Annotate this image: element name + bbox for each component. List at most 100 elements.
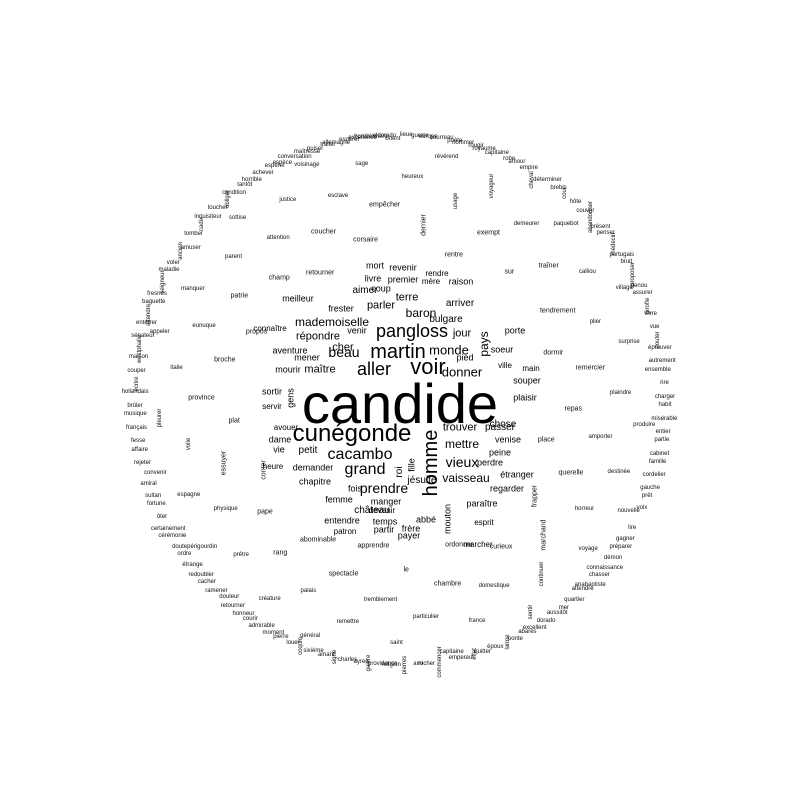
word-bulgare: bulgare (429, 314, 463, 325)
word-minor: heureux (401, 174, 424, 181)
word-cunegonde: cunégonde (292, 420, 412, 447)
word-minor: abominable (299, 536, 337, 544)
word-minor: voix (636, 505, 648, 512)
word-minor: cérémonie (158, 532, 187, 539)
word-minor: excellent (522, 625, 547, 632)
word-minor: attention (266, 235, 290, 241)
word-minor: espèce (272, 159, 293, 166)
word-minor: surprise (618, 338, 640, 345)
word-arriver: arriver (445, 298, 475, 309)
word-minor: sénateur (131, 332, 155, 339)
word-minor: palais (300, 588, 317, 595)
word-passer: passer (484, 422, 516, 433)
word-petit: petit (298, 445, 318, 456)
word-minor: toucher (207, 204, 228, 211)
word-maitre: maître (304, 363, 336, 376)
word-minor: connaissance (586, 565, 624, 572)
word-aller: aller (356, 359, 392, 379)
word-minor: lire (628, 524, 637, 531)
word-minor: nommer (452, 139, 475, 146)
word-minor: prêtre (233, 552, 250, 559)
word-beau: beau (328, 344, 360, 360)
word-plaisir: plaisir (513, 392, 537, 403)
word-minor: remettre (336, 619, 359, 625)
word-minor: ponte (507, 635, 523, 642)
word-mademoiselle: mademoiselle (294, 315, 370, 329)
word-minor: rentre (444, 251, 464, 258)
word-repondre: répondre (295, 330, 341, 343)
word-minor: frapper (531, 484, 539, 507)
word-minor: hôte (569, 198, 582, 205)
word-minor: broche (214, 356, 236, 364)
word-prendre: prendre (359, 480, 409, 496)
word-minor: penser (596, 230, 615, 237)
word-minor: voyageur (488, 173, 495, 199)
word-minor: étrange (182, 561, 203, 568)
word-minor: douleur (219, 593, 240, 600)
word-minor: partie (654, 437, 670, 444)
word-minor: corsaire (353, 236, 379, 244)
word-vie: vie (273, 444, 285, 455)
word-minor: bruit (620, 259, 633, 265)
word-minor: france (468, 617, 486, 624)
word-raison: raison (448, 276, 474, 287)
word-minor: déterminer (533, 176, 562, 183)
word-donner: donner (441, 364, 483, 380)
word-minor: obliger (224, 189, 231, 208)
word-mourir: mourir (275, 364, 301, 375)
word-minor: pierres (401, 655, 408, 675)
word-cher: cher (332, 341, 354, 354)
word-minor: ensemble (644, 367, 671, 374)
word-minor: tantôt (237, 182, 253, 189)
word-minor: essuyer (220, 450, 228, 475)
word-minor: traîner (538, 262, 559, 270)
word-minor: ami (413, 661, 423, 668)
word-minor: ôter (156, 513, 168, 520)
word-minor: plaindre (609, 390, 632, 396)
word-minor: place (537, 436, 555, 444)
word-temps: temps (372, 516, 398, 527)
word-minor: remercier (575, 364, 606, 372)
word-minor: guerre (411, 132, 429, 139)
word-minor: horrible (241, 177, 262, 184)
word-minor: achever (252, 170, 274, 177)
word-venise: venise (494, 434, 522, 445)
word-minor: sentir (527, 604, 534, 620)
word-minor: parent (224, 254, 243, 260)
word-minor: sixième (303, 647, 324, 654)
word-minor: cacher (197, 578, 216, 585)
word-minor: capitaine (484, 150, 509, 157)
word-minor: province (188, 394, 215, 402)
word-minor: tomber (184, 230, 203, 237)
word-minor: ayres (353, 659, 369, 666)
word-minor: capitaine (439, 649, 464, 656)
word-parler: parler (366, 299, 396, 312)
word-marcher: marcher (463, 540, 493, 549)
word-minor: manquer (181, 285, 205, 292)
word-perdre: perdre (476, 457, 504, 468)
word-minor: village (615, 284, 633, 291)
word-minor: démon (603, 554, 623, 561)
word-minor: rougir (468, 143, 484, 150)
word-minor: exempt (477, 229, 500, 237)
word-minor: propos (245, 328, 268, 336)
word-pays: pays (477, 331, 491, 357)
word-servir: servir (262, 402, 282, 411)
word-minor: ordre (177, 551, 192, 558)
word-minor: saint (390, 640, 403, 647)
word-minor: nouvelle (617, 508, 640, 514)
word-minor: rocher (417, 660, 436, 667)
word-minor: couper (127, 367, 146, 374)
word-minor: bourreau (429, 135, 454, 142)
word-minor: espagne (177, 492, 201, 499)
word-minor: rire (660, 380, 669, 387)
word-minor: girofle (644, 297, 651, 315)
word-mort: mort (366, 260, 384, 271)
word-frester: frester (328, 303, 354, 314)
word-minor: dernier (420, 214, 428, 236)
word-minor: brûler (127, 402, 143, 409)
word-minor: poète (447, 137, 463, 144)
word-minor: révérend (434, 153, 459, 160)
word-minor: cordelier (642, 471, 666, 478)
word-minor: amiral (140, 480, 157, 487)
